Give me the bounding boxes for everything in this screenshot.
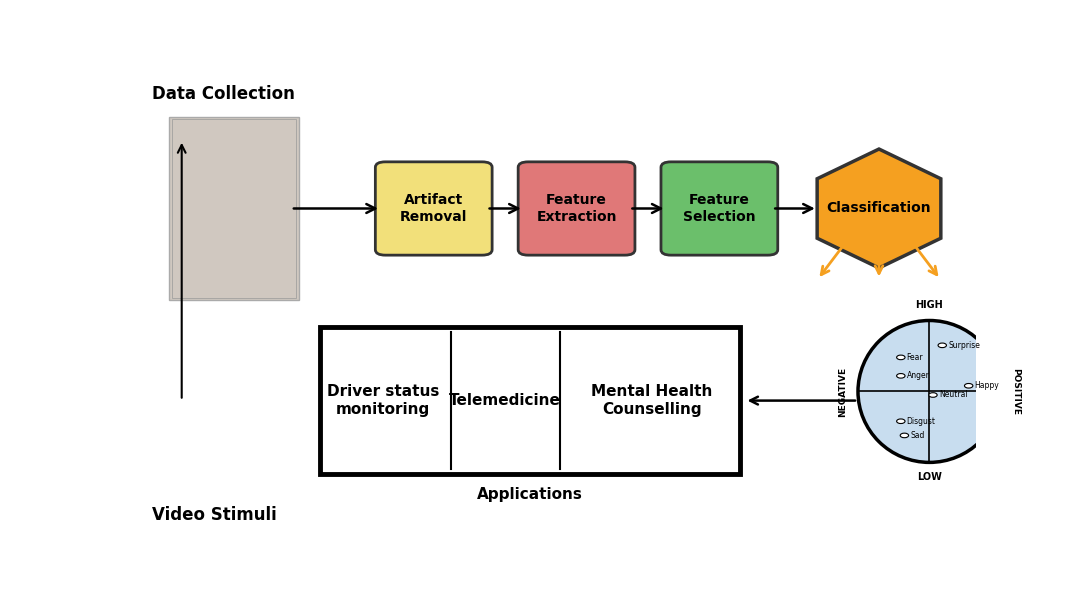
Bar xyxy=(321,327,740,474)
Text: Disgust: Disgust xyxy=(906,417,935,426)
Text: Surprise: Surprise xyxy=(948,341,980,350)
Text: Video Stimuli: Video Stimuli xyxy=(152,506,278,524)
Text: HIGH: HIGH xyxy=(916,301,943,311)
FancyBboxPatch shape xyxy=(518,162,635,255)
Text: Data Collection: Data Collection xyxy=(152,85,295,103)
Ellipse shape xyxy=(857,321,1001,462)
Circle shape xyxy=(938,343,946,347)
Text: Classification: Classification xyxy=(827,201,931,216)
Text: Artifact
Removal: Artifact Removal xyxy=(400,194,467,223)
Text: Applications: Applications xyxy=(477,488,583,503)
Circle shape xyxy=(896,419,905,424)
Text: Telemedicine: Telemedicine xyxy=(449,393,562,408)
Text: Driver status
monitoring: Driver status monitoring xyxy=(327,384,439,417)
Circle shape xyxy=(965,384,972,388)
Circle shape xyxy=(929,393,938,397)
Text: Sad: Sad xyxy=(911,431,925,440)
Text: NEGATIVE: NEGATIVE xyxy=(838,366,848,416)
Text: Fear: Fear xyxy=(906,353,924,362)
FancyBboxPatch shape xyxy=(375,162,492,255)
Bar xyxy=(172,119,296,298)
Text: Feature
Extraction: Feature Extraction xyxy=(537,194,617,223)
Text: Neutral: Neutral xyxy=(939,390,968,400)
Circle shape xyxy=(896,355,905,360)
Text: Feature
Selection: Feature Selection xyxy=(683,194,756,223)
Polygon shape xyxy=(817,149,941,268)
Text: Mental Health
Counselling: Mental Health Counselling xyxy=(592,384,713,417)
Circle shape xyxy=(896,374,905,378)
Text: Anger: Anger xyxy=(906,371,930,380)
Text: LOW: LOW xyxy=(917,472,942,482)
Circle shape xyxy=(900,433,908,438)
Text: POSITIVE: POSITIVE xyxy=(1011,368,1020,415)
Text: Happy: Happy xyxy=(975,381,999,390)
FancyBboxPatch shape xyxy=(661,162,777,255)
Bar xyxy=(169,117,299,300)
